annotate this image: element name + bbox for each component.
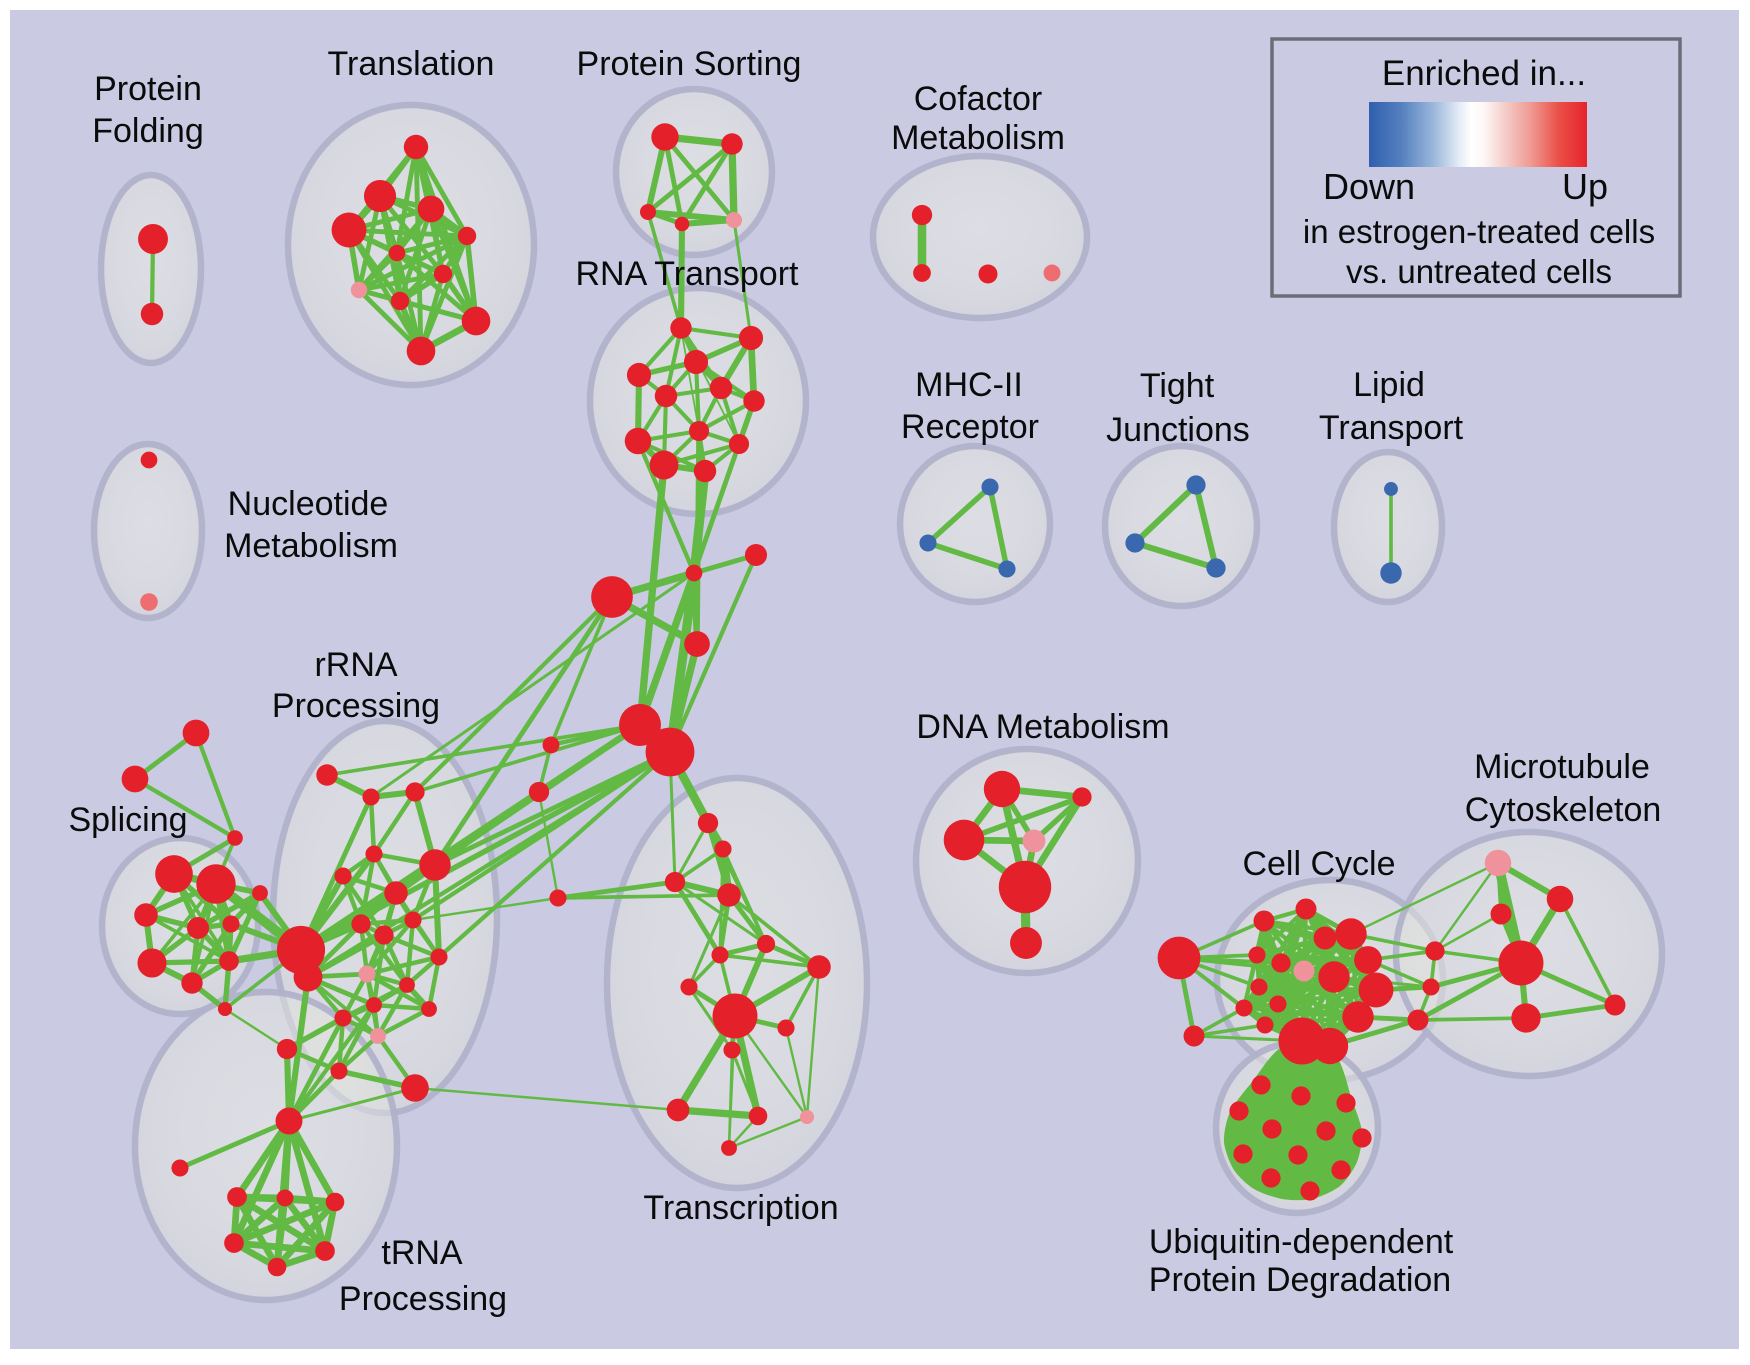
svg-text:Protein Sorting: Protein Sorting: [577, 45, 802, 83]
svg-text:Ubiquitin-dependent: Ubiquitin-dependent: [1149, 1223, 1454, 1261]
svg-text:Cytoskeleton: Cytoskeleton: [1465, 791, 1662, 829]
svg-text:DNA Metabolism: DNA Metabolism: [916, 708, 1169, 746]
svg-text:in estrogen-treated cells: in estrogen-treated cells: [1303, 213, 1655, 250]
svg-text:Junctions: Junctions: [1106, 411, 1250, 449]
svg-text:Enriched in...: Enriched in...: [1382, 54, 1586, 93]
svg-text:Up: Up: [1562, 166, 1608, 207]
svg-text:Cell Cycle: Cell Cycle: [1242, 845, 1395, 883]
svg-text:MHC-II: MHC-II: [915, 366, 1023, 404]
svg-text:Transport: Transport: [1319, 409, 1464, 447]
svg-text:Down: Down: [1323, 166, 1415, 207]
svg-text:Receptor: Receptor: [901, 408, 1039, 446]
svg-text:Processing: Processing: [339, 1280, 507, 1318]
svg-text:Metabolism: Metabolism: [891, 119, 1065, 157]
svg-text:Splicing: Splicing: [68, 801, 187, 839]
svg-text:Cofactor: Cofactor: [914, 80, 1043, 118]
svg-text:Protein: Protein: [94, 70, 202, 108]
svg-text:rRNA: rRNA: [314, 646, 397, 684]
svg-text:Metabolism: Metabolism: [224, 527, 398, 565]
svg-text:Microtubule: Microtubule: [1474, 748, 1650, 786]
svg-text:vs. untreated cells: vs. untreated cells: [1346, 253, 1612, 290]
svg-text:RNA Transport: RNA Transport: [576, 255, 800, 293]
svg-text:Processing: Processing: [272, 687, 440, 725]
svg-text:tRNA: tRNA: [381, 1234, 463, 1272]
svg-text:Nucleotide: Nucleotide: [228, 485, 389, 523]
svg-text:Protein Degradation: Protein Degradation: [1149, 1261, 1451, 1299]
svg-text:Translation: Translation: [328, 45, 495, 83]
svg-text:Folding: Folding: [92, 112, 204, 150]
svg-text:Tight: Tight: [1140, 367, 1215, 405]
svg-text:Lipid: Lipid: [1353, 366, 1425, 404]
svg-text:Transcription: Transcription: [643, 1189, 838, 1227]
